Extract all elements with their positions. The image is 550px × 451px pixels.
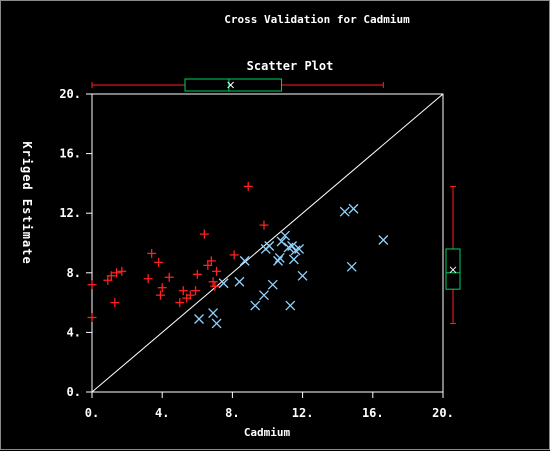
cross-point (287, 241, 298, 251)
plus-point (143, 274, 153, 284)
cross-point (280, 230, 291, 241)
y-axis-label: Kriged Estimate (20, 141, 34, 264)
plus-point (259, 220, 269, 230)
plus-point (185, 290, 195, 300)
plus-point (112, 268, 122, 278)
plot-frame (91, 93, 444, 393)
cross-point (339, 206, 350, 217)
y-axis-ticks: 0. 4. 8. 12. 16. 20. (59, 87, 92, 399)
plus-point (157, 283, 167, 293)
y-boxplot (445, 185, 461, 324)
x-tick-label: 12. (292, 406, 314, 420)
plus-point (154, 257, 164, 267)
cross-point (273, 255, 283, 266)
y-tick-label: 0. (67, 385, 81, 399)
plus-point (191, 286, 201, 296)
plus-point (208, 277, 218, 287)
cross-point (378, 235, 389, 245)
cross-point (259, 290, 269, 301)
plus-point (178, 286, 188, 296)
cross-point (211, 318, 222, 329)
y-tick-label: 8. (67, 266, 81, 280)
x-axis-label: Cadmium (244, 426, 291, 439)
plus-point (175, 298, 185, 308)
plus-point (192, 269, 202, 279)
cross-point (288, 254, 299, 265)
one-to-one-line (91, 93, 444, 393)
cross-point (283, 242, 294, 253)
chart-title: Scatter Plot (247, 59, 334, 73)
cross-point (239, 255, 250, 266)
cross-point (346, 261, 357, 272)
x-tick-label: 16. (362, 406, 384, 420)
cross-point (234, 276, 245, 287)
cross-point (208, 308, 219, 318)
cross-point (274, 252, 285, 263)
cross-point (294, 244, 305, 254)
x-tick-label: 20. (432, 406, 454, 420)
plus-point (164, 272, 174, 282)
plus-point (212, 266, 222, 276)
x-mean-marker (227, 81, 234, 89)
cross-point (194, 314, 205, 324)
x-boxplot (91, 78, 384, 92)
cross-point (290, 245, 301, 256)
plus-point (87, 280, 97, 290)
x-tick-label: 0. (85, 406, 99, 420)
cross-point (250, 300, 261, 311)
x-axis-ticks: 0. 4. 8. 12. 16. 20. (85, 392, 454, 420)
cross-point (218, 278, 229, 289)
plus-point (110, 298, 120, 308)
x-tick-label: 4. (155, 406, 169, 420)
plus-point (210, 281, 220, 291)
y-tick-label: 4. (67, 325, 81, 339)
window-title: Cross Validation for Cadmium (224, 13, 410, 26)
y-mean-marker (449, 266, 457, 274)
plus-point (147, 248, 157, 258)
cross-point (264, 241, 275, 251)
plus-point (199, 229, 209, 239)
plus-point (87, 313, 97, 322)
plus-point (106, 271, 116, 281)
x-box (184, 78, 283, 92)
plus-point (155, 290, 165, 300)
plus-point (117, 266, 127, 276)
data-points (87, 181, 389, 329)
y-box (445, 248, 461, 290)
x-tick-label: 8. (225, 406, 239, 420)
y-tick-label: 20. (59, 87, 81, 101)
y-tick-label: 12. (59, 206, 81, 220)
y-tick-label: 16. (59, 147, 81, 161)
cross-point (267, 279, 278, 290)
cross-point (348, 203, 359, 214)
plus-point (206, 256, 216, 266)
cross-point (297, 270, 308, 281)
cross-point (285, 300, 296, 311)
cross-point (276, 236, 287, 247)
plus-point (243, 181, 253, 191)
plus-point (229, 250, 239, 260)
